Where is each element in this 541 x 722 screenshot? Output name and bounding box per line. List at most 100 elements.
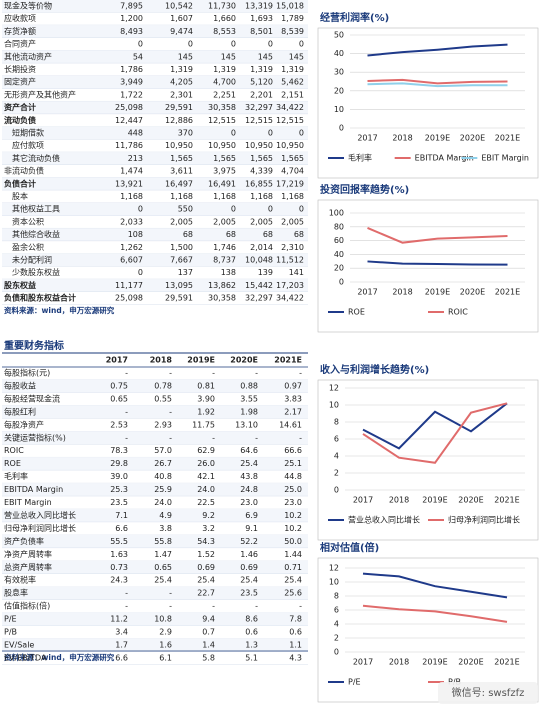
row-label: 合同资产 [4,39,36,49]
watermark-bg [438,682,538,704]
cell: 3.90 [197,394,215,403]
cell: 10.2 [284,524,302,533]
cell: 9.4 [202,615,215,624]
cell: 2.53 [110,420,128,429]
line-series [367,227,508,244]
cell: 23.5 [110,498,128,507]
line-series [367,260,508,266]
cell: 0 [138,268,143,277]
row-label: 固定资产 [4,77,36,87]
cell: 25.4 [154,576,172,585]
row-label: 其它流动负债 [12,153,60,163]
x-tick-label: 2019E [422,496,447,505]
y-tick-label: 2 [334,634,339,643]
cell: 16,491 [208,179,236,188]
y-tick-label: 100 [329,209,344,218]
row-bg [2,612,308,626]
row-bg [2,279,308,292]
row-label: 股息率 [4,588,28,598]
row-bg [2,202,308,216]
x-tick-label: 2020E [460,288,485,297]
cell: 1,168 [250,192,273,201]
cell: - [255,602,258,611]
cell: 12,447 [115,116,143,125]
chart-frame [317,379,539,541]
cell: 3.8 [159,524,172,533]
cell: 2.9 [159,628,172,637]
cell: - [255,369,258,378]
cell: 2,005 [170,217,193,226]
cell: 3.55 [240,394,258,403]
row-label: 毛利率 [4,471,28,481]
cell: 54 [133,52,143,61]
cell: 2,151 [281,90,304,99]
cell: 22.5 [197,498,215,507]
cell: 13,319 [245,2,273,11]
cell: 0.73 [110,563,128,572]
cell: 0 [299,205,304,214]
cell: 0 [231,205,236,214]
cell: 1.46 [240,550,258,559]
row-label: P/E [4,615,17,624]
chart-frame [317,557,539,703]
row-label: P/B [4,628,17,637]
cell: 1,789 [281,14,304,23]
cell: 1,319 [250,65,273,74]
cell: 64.6 [240,446,258,455]
cell: 1.6 [159,640,172,649]
cell: 29.8 [110,459,128,468]
y-tick-label: 30 [334,68,344,77]
cell: 1.52 [197,550,215,559]
cell: 55.8 [154,537,172,546]
row-bg [2,75,308,89]
x-tick-label: 2019E [425,288,450,297]
y-tick-label: 50 [334,31,344,40]
cell: 0.65 [110,394,128,403]
cell: 6,607 [120,256,143,265]
x-tick-label: 2018 [392,134,412,143]
cell: 9.1 [245,524,258,533]
x-tick-label: 2017 [353,496,373,505]
line-series [367,43,508,57]
cell: 8.6 [245,615,258,624]
cell: 55.5 [110,537,128,546]
cell: 62.9 [197,446,215,455]
chart-title: 投资回报率趋势(%) [320,183,409,196]
cell: 1,565 [250,154,273,163]
legend-label: P/E [348,678,361,687]
cell: 4.3 [289,653,302,662]
x-tick-label: 2017 [357,288,377,297]
legend-label: 营业总收入同比增长 [348,515,420,525]
cell: 1.44 [284,550,302,559]
cell: 0 [138,205,143,214]
cell: - [125,589,128,598]
cell: 0.69 [240,563,258,572]
cell: 10,048 [245,256,273,265]
cell: 15,442 [245,281,273,290]
cell: 12,515 [208,116,236,125]
cell: 1,500 [170,243,193,252]
cell: 13,095 [165,281,193,290]
row-label: 资本公积 [12,216,44,226]
row-bg [2,379,308,393]
cell: 4,339 [250,167,273,176]
cell: - [169,602,172,611]
row-bg [2,228,308,241]
cell: 34,422 [276,103,304,112]
cell: 1,319 [170,65,193,74]
cell: 29,591 [165,294,193,303]
y-tick-label: 8 [334,592,339,601]
row-label: 盈余公积 [12,242,44,252]
y-tick-label: 40 [334,49,344,58]
row-label: 股本 [12,191,28,201]
cell: 0 [268,40,273,49]
cell: 1,660 [213,14,236,23]
row-label: 存货净额 [4,26,36,36]
cell: 0.69 [197,563,215,572]
cell: - [212,433,215,442]
cell: 2,005 [281,217,304,226]
cell: 2,005 [213,217,236,226]
cell: 1,262 [120,243,143,252]
y-tick-label: 6 [334,435,339,444]
